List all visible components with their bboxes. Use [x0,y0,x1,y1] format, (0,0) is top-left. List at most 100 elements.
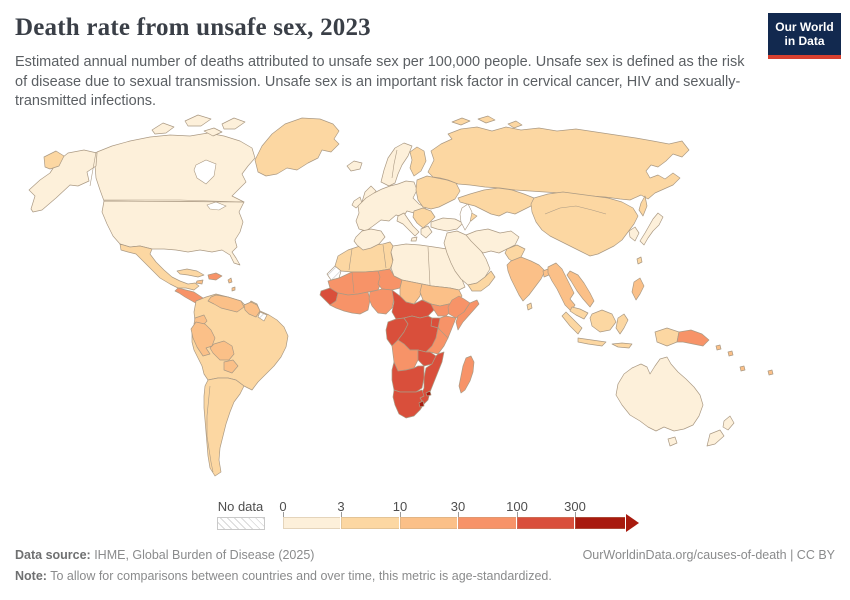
region-paraguay[interactable] [223,359,239,374]
region-java[interactable] [577,337,607,347]
region-australia[interactable] [615,356,704,432]
region-papua-new-guinea[interactable] [676,329,710,347]
legend-tick-mark [517,512,518,517]
region-scandinavia[interactable] [380,142,413,187]
region-myanmar-thailand[interactable] [547,262,576,312]
region-indochina[interactable] [566,270,595,308]
region-china-mongolia[interactable] [530,191,639,257]
region-japan[interactable] [639,212,664,246]
legend-bin-0-3[interactable] [283,517,341,529]
region-sumatra[interactable] [561,311,583,335]
data-source-line: Data source: IHME, Global Burden of Dise… [15,548,314,562]
region-guyana-suriname[interactable] [243,301,261,318]
legend-tick-label: 0 [279,499,287,514]
country-border-line [351,271,355,294]
country-border-line [348,248,353,271]
note-line: Note: To allow for comparisons between c… [15,569,552,583]
region-hispaniola[interactable] [207,272,223,281]
chart-subtitle: Estimated annual number of deaths attrib… [15,54,745,109]
region-western-europe[interactable] [355,180,427,232]
region-pacific-islands[interactable] [715,344,774,376]
region-sulawesi[interactable] [615,313,629,335]
region-yemen-oman[interactable] [467,270,496,292]
no-data-swatch[interactable] [217,517,265,530]
region-korea[interactable] [628,226,640,242]
region-sri-lanka[interactable] [526,302,533,311]
water-body [459,203,473,231]
region-united-states[interactable] [101,200,245,266]
legend-tick-label: 300 [564,499,586,514]
region-alaska[interactable] [28,149,98,213]
region-svalbard[interactable] [451,115,523,129]
region-arctic-islands[interactable] [151,114,246,137]
note-text: To allow for comparisons between countri… [46,569,552,583]
region-italy[interactable] [396,212,420,242]
region-tasmania[interactable] [667,436,678,447]
region-caribbean-islands[interactable] [227,277,236,292]
region-west-papua[interactable] [654,327,680,347]
region-sakhalin[interactable] [638,195,648,217]
region-lesotho[interactable] [418,400,425,408]
region-malaysia[interactable] [569,306,589,320]
legend-arrow [626,514,639,532]
attribution-link[interactable]: OurWorldinData.org/causes-of-death | CC … [582,548,835,562]
region-turkey[interactable] [430,217,464,232]
legend-bin-100-300[interactable] [517,517,575,529]
region-namibia-botswana[interactable] [391,361,425,393]
region-finland[interactable] [409,146,427,177]
region-chukotka[interactable] [43,150,65,170]
region-india[interactable] [506,256,546,302]
country-border-line [391,149,398,179]
country-border-line [382,244,387,269]
region-greenland[interactable] [254,117,340,177]
country-border-line [544,205,607,215]
region-french-guiana[interactable] [257,311,268,322]
region-angola[interactable] [391,339,419,372]
region-mexico[interactable] [119,243,200,291]
region-iran-afghanistan[interactable] [465,228,520,254]
legend-tick-mark [458,512,459,517]
region-russia[interactable] [427,126,690,201]
legend-bin-3-10[interactable] [341,517,400,529]
region-taiwan[interactable] [636,256,643,265]
region-canada[interactable] [94,132,256,203]
region-bolivia[interactable] [209,340,235,361]
region-eswatini[interactable] [425,390,432,397]
region-venezuela[interactable] [207,294,245,313]
region-iceland[interactable] [346,160,363,172]
legend-tick-mark [400,512,401,517]
region-jamaica[interactable] [195,279,204,285]
region-south-africa[interactable] [392,389,425,419]
country-border-line [427,246,431,286]
region-nigeria[interactable] [368,288,395,315]
legend-bin-300+[interactable] [575,517,626,529]
legend-tick-label: 30 [450,499,466,514]
legend-tick-label: 3 [337,499,345,514]
data-source-text: IHME, Global Burden of Disease (2025) [90,548,315,562]
region-somalia[interactable] [455,299,480,331]
owid-logo[interactable]: Our World in Data [768,13,841,59]
region-greece[interactable] [420,225,433,239]
region-argentina-chile[interactable] [203,377,245,477]
region-new-zealand[interactable] [706,415,735,447]
legend-tick-mark [283,512,284,517]
data-source-label: Data source: [15,548,91,562]
legend-bin-10-30[interactable] [400,517,458,529]
water-body [206,201,227,211]
region-borneo[interactable] [589,309,617,333]
region-cuba[interactable] [176,268,205,278]
region-madagascar[interactable] [458,355,475,394]
region-lesser-sunda[interactable] [611,342,633,349]
region-western-sahara[interactable] [326,265,342,281]
world-choropleth-map[interactable] [0,103,850,493]
region-central-asia[interactable] [457,187,535,217]
region-peru[interactable] [190,321,216,357]
region-balkans[interactable] [412,207,436,229]
country-border-line [206,385,214,473]
region-philippines[interactable] [631,277,645,301]
region-niger[interactable] [377,268,403,291]
legend-bin-30-100[interactable] [458,517,517,529]
legend-tick-mark [341,512,342,517]
region-eastern-europe[interactable] [415,175,461,210]
region-iberia[interactable] [353,228,386,251]
